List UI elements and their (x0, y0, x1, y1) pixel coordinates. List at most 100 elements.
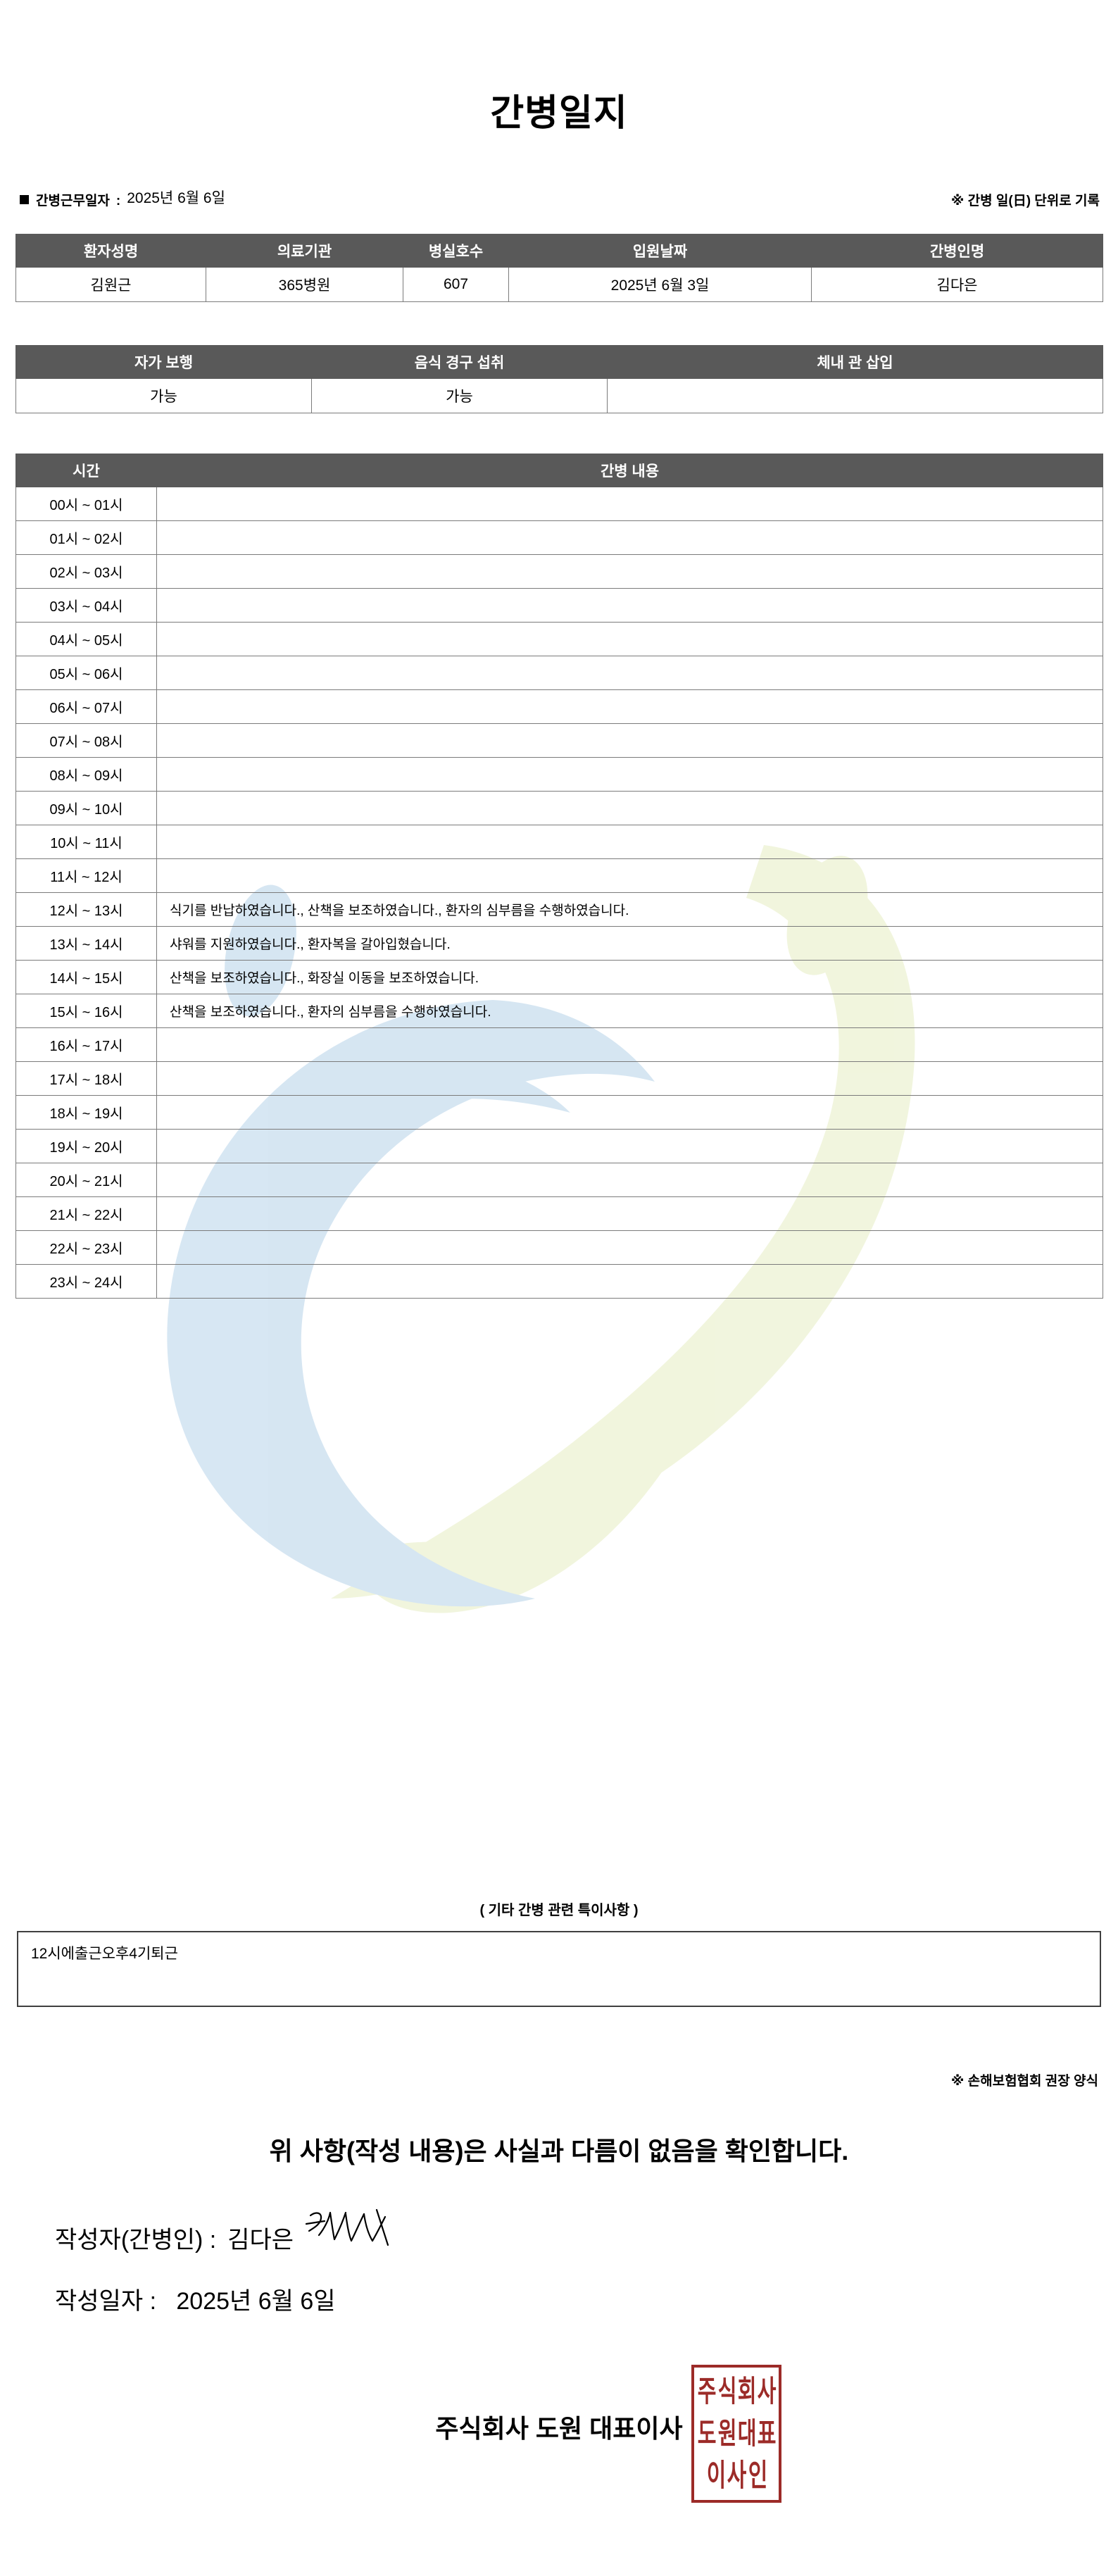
writer-label: 작성자(간병인) : (55, 2227, 217, 2253)
date-value: 2025년 6월 6일 (176, 2288, 336, 2315)
table-row: 19시 ~ 20시 (15, 1129, 1103, 1163)
time-cell: 00시 ~ 01시 (15, 487, 157, 521)
time-cell: 16시 ~ 17시 (15, 1027, 157, 1062)
table-row: 11시 ~ 12시 (15, 858, 1103, 893)
table-row: 14시 ~ 15시 산책을 보조하였습니다., 화장실 이동을 보조하였습니다. (15, 960, 1103, 994)
remarks-text: 12시에출근오후4기퇴근 (31, 1946, 178, 1962)
care-content-cell[interactable] (156, 723, 1103, 758)
table-header-row: 시간 간병 내용 (15, 454, 1103, 487)
care-content-cell[interactable] (156, 1061, 1103, 1096)
care-content-cell[interactable] (156, 520, 1103, 555)
care-content-cell[interactable] (156, 487, 1103, 521)
td-admission-date: 2025년 6월 3일 (508, 267, 812, 302)
confirmation-statement: 위 사항(작성 내용)은 사실과 다름이 없음을 확인합니다. (269, 2137, 849, 2165)
seal-character: 사 (727, 2458, 747, 2493)
th-medical-institution: 의료기관 (206, 234, 403, 268)
th-admission-date: 입원날짜 (508, 234, 812, 268)
table-row: 05시 ~ 06시 (15, 656, 1103, 690)
time-cell: 23시 ~ 24시 (15, 1264, 157, 1299)
care-content-cell[interactable] (156, 1196, 1103, 1231)
seal-character: 표 (758, 2416, 777, 2451)
work-date-value: 2025년 6월 6일 (127, 190, 225, 206)
time-cell: 17시 ~ 18시 (15, 1061, 157, 1096)
bullet-square-icon (20, 195, 29, 204)
td-internal-tube-insertion (607, 378, 1103, 413)
time-cell: 11시 ~ 12시 (15, 858, 157, 893)
writer-signature-line: 작성자(간병인) : 김다은 (55, 2208, 395, 2264)
care-content-cell[interactable]: 산책을 보조하였습니다., 환자의 심부름을 수행하였습니다. (156, 994, 1103, 1028)
care-content-cell[interactable] (156, 1230, 1103, 1265)
care-content-cell[interactable]: 식기를 반납하였습니다., 산책을 보조하였습니다., 환자의 심부름을 수행하… (156, 892, 1103, 927)
table-row: 18시 ~ 19시 (15, 1095, 1103, 1130)
table-row: 13시 ~ 14시 샤워를 지원하였습니다., 환자복을 갈아입혔습니다. (15, 926, 1103, 961)
seal-character: 도 (697, 2416, 717, 2451)
table-row: 00시 ~ 01시 (15, 487, 1103, 521)
th-oral-food-intake: 음식 경구 섭취 (311, 345, 608, 379)
care-content-cell[interactable] (156, 858, 1103, 893)
remarks-title: ( 기타 간병 관련 특이사항 ) (479, 1903, 639, 1918)
seal-character: 대 (737, 2416, 757, 2451)
care-content-cell[interactable] (156, 554, 1103, 589)
time-cell: 12시 ~ 13시 (15, 892, 157, 927)
table-row: 01시 ~ 02시 (15, 520, 1103, 555)
patient-info-table: 환자성명 의료기관 병실호수 입원날짜 간병인명 김원근 365병원 607 2… (15, 234, 1103, 302)
time-cell: 21시 ~ 22시 (15, 1196, 157, 1231)
work-date-row: 간병근무일자 : 2025년 6월 6일 ※ 간병 일(日) 단위로 기록 (0, 189, 1118, 213)
seal-character: 인 (748, 2458, 767, 2493)
seal-character: 사 (758, 2375, 777, 2408)
table-row: 04시 ~ 05시 (15, 622, 1103, 656)
date-label: 작성일자 : (55, 2288, 157, 2315)
time-cell: 13시 ~ 14시 (15, 926, 157, 961)
time-cell: 07시 ~ 08시 (15, 723, 157, 758)
care-content-cell[interactable] (156, 588, 1103, 623)
care-content-cell[interactable]: 샤워를 지원하였습니다., 환자복을 갈아입혔습니다. (156, 926, 1103, 961)
care-content-cell[interactable] (156, 1163, 1103, 1197)
work-date-group: 간병근무일자 : 2025년 6월 6일 (20, 189, 225, 210)
table-row: 17시 ~ 18시 (15, 1061, 1103, 1096)
table-header-row: 환자성명 의료기관 병실호수 입원날짜 간병인명 (15, 234, 1103, 268)
care-content-cell[interactable] (156, 622, 1103, 656)
care-content-cell[interactable] (156, 825, 1103, 859)
td-patient-name: 김원근 (15, 267, 206, 302)
care-content-cell[interactable] (156, 656, 1103, 690)
time-cell: 14시 ~ 15시 (15, 960, 157, 994)
table-row: 가능 가능 (15, 378, 1103, 413)
care-content-cell[interactable]: 산책을 보조하였습니다., 화장실 이동을 보조하였습니다. (156, 960, 1103, 994)
care-content-cell[interactable] (156, 791, 1103, 825)
th-room-number: 병실호수 (403, 234, 509, 268)
td-room-number: 607 (403, 267, 509, 302)
remarks-box[interactable]: 12시에출근오후4기퇴근 (17, 1931, 1101, 2007)
time-cell: 08시 ~ 09시 (15, 757, 157, 792)
table-row: 23시 ~ 24시 (15, 1264, 1103, 1299)
td-self-ambulation: 가능 (15, 378, 312, 413)
seal-character: 회 (737, 2375, 757, 2408)
care-content-cell[interactable] (156, 1129, 1103, 1163)
time-cell: 06시 ~ 07시 (15, 689, 157, 724)
time-cell: 01시 ~ 02시 (15, 520, 157, 555)
seal-character: 주 (697, 2375, 717, 2408)
table-row: 20시 ~ 21시 (15, 1163, 1103, 1197)
writing-date-line: 작성일자 : 2025년 6월 6일 (55, 2282, 336, 2316)
work-date-colon: : (115, 194, 121, 208)
care-content-cell[interactable] (156, 1027, 1103, 1062)
log-rows-body: 00시 ~ 01시 01시 ~ 02시 02시 ~ 03시 03시 ~ 04시 04시 … (15, 487, 1103, 1299)
care-content-cell[interactable] (156, 757, 1103, 792)
writer-name: 김다은 (227, 2227, 294, 2253)
seal-character: 이 (706, 2458, 727, 2493)
table-row: 09시 ~ 10시 (15, 791, 1103, 825)
table-row: 02시 ~ 03시 (15, 554, 1103, 589)
company-representative-line: 주식회사 도원 대표이사 (435, 2414, 683, 2443)
table-row: 21시 ~ 22시 (15, 1196, 1103, 1231)
care-content-cell[interactable] (156, 689, 1103, 724)
time-cell: 15시 ~ 16시 (15, 994, 157, 1028)
table-header-row: 자가 보행 음식 경구 섭취 체내 관 삽입 (15, 345, 1103, 379)
td-caregiver-name: 김다은 (811, 267, 1103, 302)
time-cell: 05시 ~ 06시 (15, 656, 157, 690)
care-content-cell[interactable] (156, 1264, 1103, 1299)
th-time: 시간 (15, 454, 157, 487)
table-row: 15시 ~ 16시 산책을 보조하였습니다., 환자의 심부름을 수행하였습니다. (15, 994, 1103, 1028)
care-content-cell[interactable] (156, 1095, 1103, 1130)
